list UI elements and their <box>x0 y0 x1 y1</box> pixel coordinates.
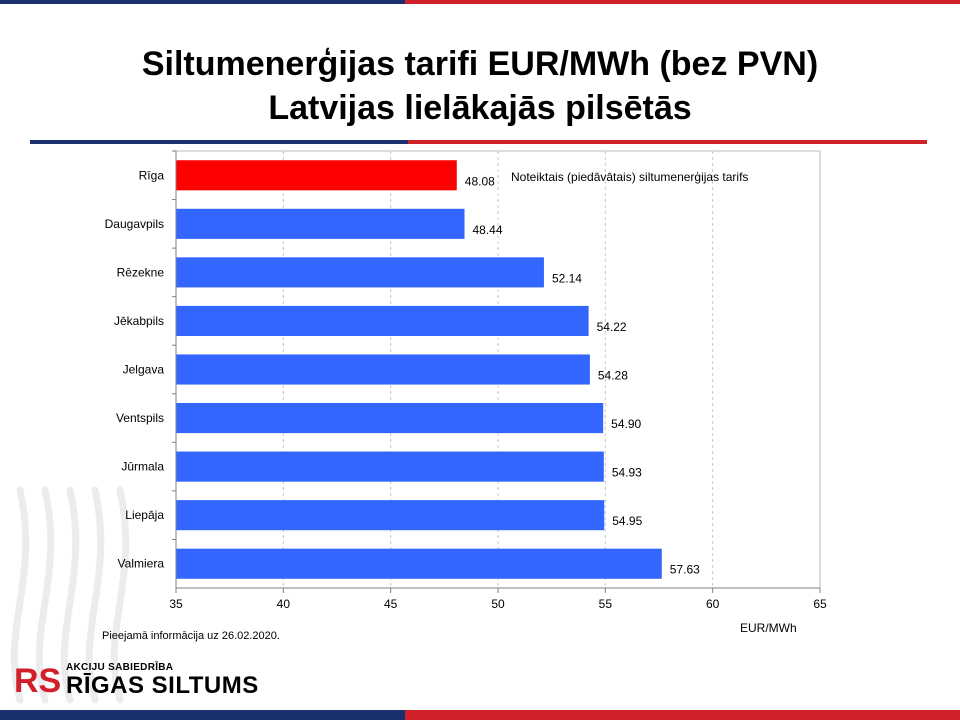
bar <box>176 403 604 434</box>
bar-value-label: 48.44 <box>473 223 503 237</box>
watermark-graphic <box>10 486 130 704</box>
bar <box>176 305 589 336</box>
bar-value-label: 54.28 <box>598 369 628 383</box>
logo-company-type: AKCIJU SABIEDRĪBA <box>66 662 174 673</box>
bar-value-label: 57.63 <box>670 563 700 577</box>
bar-value-label: 48.08 <box>465 174 495 188</box>
chart-annotation: Noteiktais (piedāvātais) siltumenerģijas… <box>511 170 748 184</box>
x-tick-label: 55 <box>599 597 613 611</box>
category-label: Rīga <box>139 168 165 182</box>
x-tick-label: 35 <box>169 597 183 611</box>
bar <box>176 451 604 482</box>
bar <box>176 257 544 288</box>
bottom-color-band <box>0 710 960 720</box>
bar-value-label: 54.93 <box>612 466 642 480</box>
x-tick-label: 60 <box>706 597 720 611</box>
data-date-note: Pieejamā informācija uz 26.02.2020. <box>102 630 280 642</box>
top-color-band <box>0 0 960 4</box>
bar <box>176 354 590 385</box>
category-label: Jelgava <box>123 363 165 377</box>
bars <box>176 160 662 579</box>
logo-company-name: RĪGAS SILTUMS <box>66 672 259 699</box>
category-label: Ventspils <box>116 411 164 425</box>
bar <box>176 160 457 191</box>
category-label: Jūrmala <box>121 460 164 474</box>
x-tick-label: 45 <box>384 597 398 611</box>
x-axis-ticks: 35 40 45 50 55 60 65 <box>169 588 827 611</box>
category-label: Rēzekne <box>117 265 165 279</box>
page-subtitle: Latvijas lielākajās pilsētās <box>268 89 692 127</box>
title-underline <box>30 140 927 144</box>
bar <box>176 208 465 239</box>
logo-mark-icon: RS <box>14 662 61 698</box>
page-title: Siltumenerģijas tarifi EUR/MWh (bez PVN) <box>141 45 819 83</box>
company-logo: RS AKCIJU SABIEDRĪBA RĪGAS SILTUMS <box>14 658 304 702</box>
category-label: Valmiera <box>118 557 165 571</box>
category-label: Liepāja <box>125 508 164 522</box>
value-labels: 48.08 48.44 52.14 54.22 54.28 54.90 54.93 54.95… <box>465 174 700 576</box>
x-tick-label: 40 <box>277 597 291 611</box>
x-axis-title: EUR/MWh <box>740 621 797 635</box>
bar-value-label: 52.14 <box>552 271 582 285</box>
category-labels: Rīga Daugavpils Rēzekne Jēkabpils Jelgava Ven… <box>105 150 176 571</box>
x-tick-label: 65 <box>813 597 827 611</box>
bar-value-label: 54.95 <box>612 514 642 528</box>
bar-value-label: 54.90 <box>611 417 641 431</box>
category-label: Daugavpils <box>105 217 164 231</box>
bar <box>176 548 662 579</box>
svg-text:RS: RS <box>14 662 61 698</box>
x-tick-label: 50 <box>491 597 505 611</box>
bar <box>176 500 605 531</box>
category-label: Jēkabpils <box>114 314 164 328</box>
bar-value-label: 54.22 <box>597 320 627 334</box>
